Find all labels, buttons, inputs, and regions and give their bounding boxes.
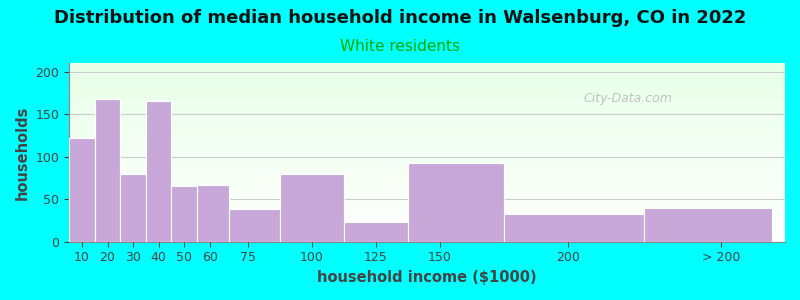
Text: City-Data.com: City-Data.com bbox=[583, 92, 672, 105]
X-axis label: household income ($1000): household income ($1000) bbox=[318, 270, 537, 285]
Bar bbox=[344, 222, 408, 242]
Bar bbox=[171, 186, 197, 242]
Bar bbox=[280, 174, 344, 242]
Text: Distribution of median household income in Walsenburg, CO in 2022: Distribution of median household income … bbox=[54, 9, 746, 27]
Bar bbox=[69, 138, 94, 242]
Bar bbox=[197, 185, 229, 242]
Bar bbox=[146, 101, 171, 242]
Text: White residents: White residents bbox=[340, 39, 460, 54]
Bar bbox=[644, 208, 772, 242]
Bar bbox=[120, 174, 146, 242]
Y-axis label: households: households bbox=[15, 105, 30, 200]
Bar bbox=[408, 164, 504, 242]
Bar bbox=[504, 214, 644, 242]
Bar bbox=[94, 99, 120, 242]
Bar bbox=[229, 209, 280, 242]
